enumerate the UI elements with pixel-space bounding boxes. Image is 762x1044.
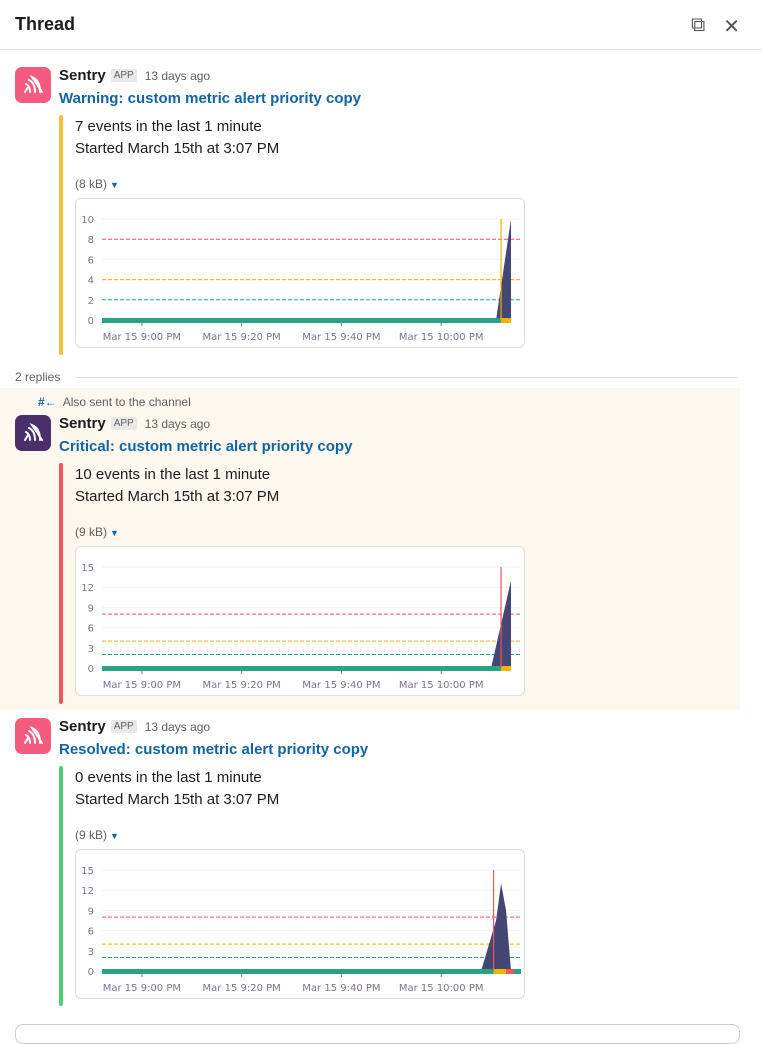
new-window-icon[interactable]: ⧉ <box>690 14 706 36</box>
x-tick-label: Mar 15 9:20 PM <box>203 332 281 343</box>
alert-title-link[interactable]: Warning: custom metric alert priority co… <box>59 90 361 107</box>
started-at: Started March 15th at 3:07 PM <box>75 791 280 808</box>
attachment-size-toggle[interactable]: (9 kB) ▼ <box>75 525 119 539</box>
y-tick-label: 9 <box>88 906 94 917</box>
replies-count: 2 replies <box>15 370 61 384</box>
status-band <box>501 318 512 323</box>
status-band <box>513 969 521 974</box>
app-badge: APP <box>110 720 137 733</box>
y-tick-label: 3 <box>88 644 94 655</box>
x-tick-label: Mar 15 10:00 PM <box>399 332 484 343</box>
caret-down-icon[interactable]: ▼ <box>110 528 119 538</box>
metric-chart-card[interactable]: 0 3 6 9 12 15 Mar 15 9:00 PM Mar 15 9:20 PM Mar … <box>75 546 525 696</box>
status-band <box>102 318 502 323</box>
sentry-logo-icon <box>24 726 43 744</box>
y-tick-label: 6 <box>88 927 94 938</box>
attachment-size-toggle[interactable]: (8 kB) ▼ <box>75 177 119 191</box>
reply-composer[interactable] <box>15 1024 740 1044</box>
x-tick-label: Mar 15 9:40 PM <box>302 332 380 343</box>
y-tick-label: 8 <box>88 235 94 246</box>
y-tick-label: 0 <box>88 664 94 675</box>
metric-chart: 0 3 6 9 12 15 Mar 15 9:00 PM Mar 15 9:20 PM Mar … <box>81 866 521 994</box>
x-tick-label: Mar 15 9:40 PM <box>302 680 380 691</box>
y-tick-label: 0 <box>88 316 94 327</box>
status-band <box>493 969 507 974</box>
channel-arrow-icon: #← <box>38 395 57 409</box>
x-tick-label: Mar 15 9:40 PM <box>302 983 380 994</box>
sentry-logo-icon <box>24 423 43 441</box>
timestamp[interactable]: 13 days ago <box>144 68 211 83</box>
sentry-avatar[interactable] <box>15 67 51 103</box>
y-tick-label: 9 <box>88 603 94 614</box>
y-tick-label: 15 <box>81 866 94 877</box>
attachment-size: (9 kB) <box>75 525 108 539</box>
status-band <box>102 666 502 671</box>
metric-chart-card[interactable]: 0 3 6 9 12 15 Mar 15 9:00 PM Mar 15 9:20 PM Mar … <box>75 849 525 999</box>
sender-name[interactable]: Sentry <box>59 718 106 735</box>
status-color-bar <box>59 115 63 355</box>
y-tick-label: 3 <box>88 947 94 958</box>
metric-chart: 0 2 4 6 8 10 Mar 15 9:00 PM Mar 15 9:20 PM Mar 1… <box>81 215 521 343</box>
sentry-avatar[interactable] <box>15 718 51 754</box>
status-band <box>102 969 494 974</box>
status-color-bar <box>59 766 63 1006</box>
y-tick-label: 15 <box>81 563 94 574</box>
caret-down-icon[interactable]: ▼ <box>110 180 119 190</box>
x-tick-label: Mar 15 9:00 PM <box>103 680 181 691</box>
events-count: 10 events in the last 1 minute <box>75 466 271 483</box>
started-at: Started March 15th at 3:07 PM <box>75 488 280 505</box>
status-band <box>501 666 512 671</box>
x-tick-label: Mar 15 9:20 PM <box>203 680 281 691</box>
y-tick-label: 0 <box>88 967 94 978</box>
y-tick-label: 2 <box>88 296 94 307</box>
alert-title-link[interactable]: Critical: custom metric alert priority c… <box>59 438 353 455</box>
also-sent-text: Also sent to the channel <box>62 395 191 409</box>
event-area <box>102 219 512 320</box>
events-count: 0 events in the last 1 minute <box>75 769 262 786</box>
thread-header: Thread ⧉ ✕ <box>0 0 762 50</box>
alert-title-link[interactable]: Resolved: custom metric alert priority c… <box>59 741 369 758</box>
attachment-size: (9 kB) <box>75 828 108 842</box>
metric-chart-card[interactable]: 0 2 4 6 8 10 Mar 15 9:00 PM Mar 15 9:20 PM Mar 1… <box>75 198 525 348</box>
y-tick-label: 4 <box>88 276 94 287</box>
events-count: 7 events in the last 1 minute <box>75 118 262 135</box>
started-at: Started March 15th at 3:07 PM <box>75 140 280 157</box>
attachment-size-toggle[interactable]: (9 kB) ▼ <box>75 828 119 842</box>
also-sent-label: #← Also sent to the channel <box>38 395 191 409</box>
y-tick-label: 6 <box>88 624 94 635</box>
caret-down-icon[interactable]: ▼ <box>110 831 119 841</box>
status-color-bar <box>59 463 63 704</box>
y-tick-label: 12 <box>81 886 94 897</box>
attachment-size: (8 kB) <box>75 177 108 191</box>
y-tick-label: 12 <box>81 583 94 594</box>
close-icon[interactable]: ✕ <box>723 16 740 38</box>
sentry-avatar[interactable] <box>15 415 51 451</box>
x-tick-label: Mar 15 9:00 PM <box>103 983 181 994</box>
x-tick-label: Mar 15 10:00 PM <box>399 983 484 994</box>
replies-divider <box>75 377 738 378</box>
y-tick-label: 10 <box>81 215 94 226</box>
thread-title: Thread <box>15 14 76 34</box>
sender-name[interactable]: Sentry <box>59 415 106 432</box>
app-badge: APP <box>110 417 137 430</box>
status-band <box>506 969 514 974</box>
y-tick-label: 6 <box>88 255 94 266</box>
sender-name[interactable]: Sentry <box>59 67 106 84</box>
x-tick-label: Mar 15 10:00 PM <box>399 680 484 691</box>
x-tick-label: Mar 15 9:20 PM <box>203 983 281 994</box>
timestamp[interactable]: 13 days ago <box>144 416 211 431</box>
metric-chart: 0 3 6 9 12 15 Mar 15 9:00 PM Mar 15 9:20 PM Mar … <box>81 563 521 691</box>
sentry-logo-icon <box>24 75 43 93</box>
app-badge: APP <box>110 69 137 82</box>
x-tick-label: Mar 15 9:00 PM <box>103 332 181 343</box>
timestamp[interactable]: 13 days ago <box>144 719 211 734</box>
